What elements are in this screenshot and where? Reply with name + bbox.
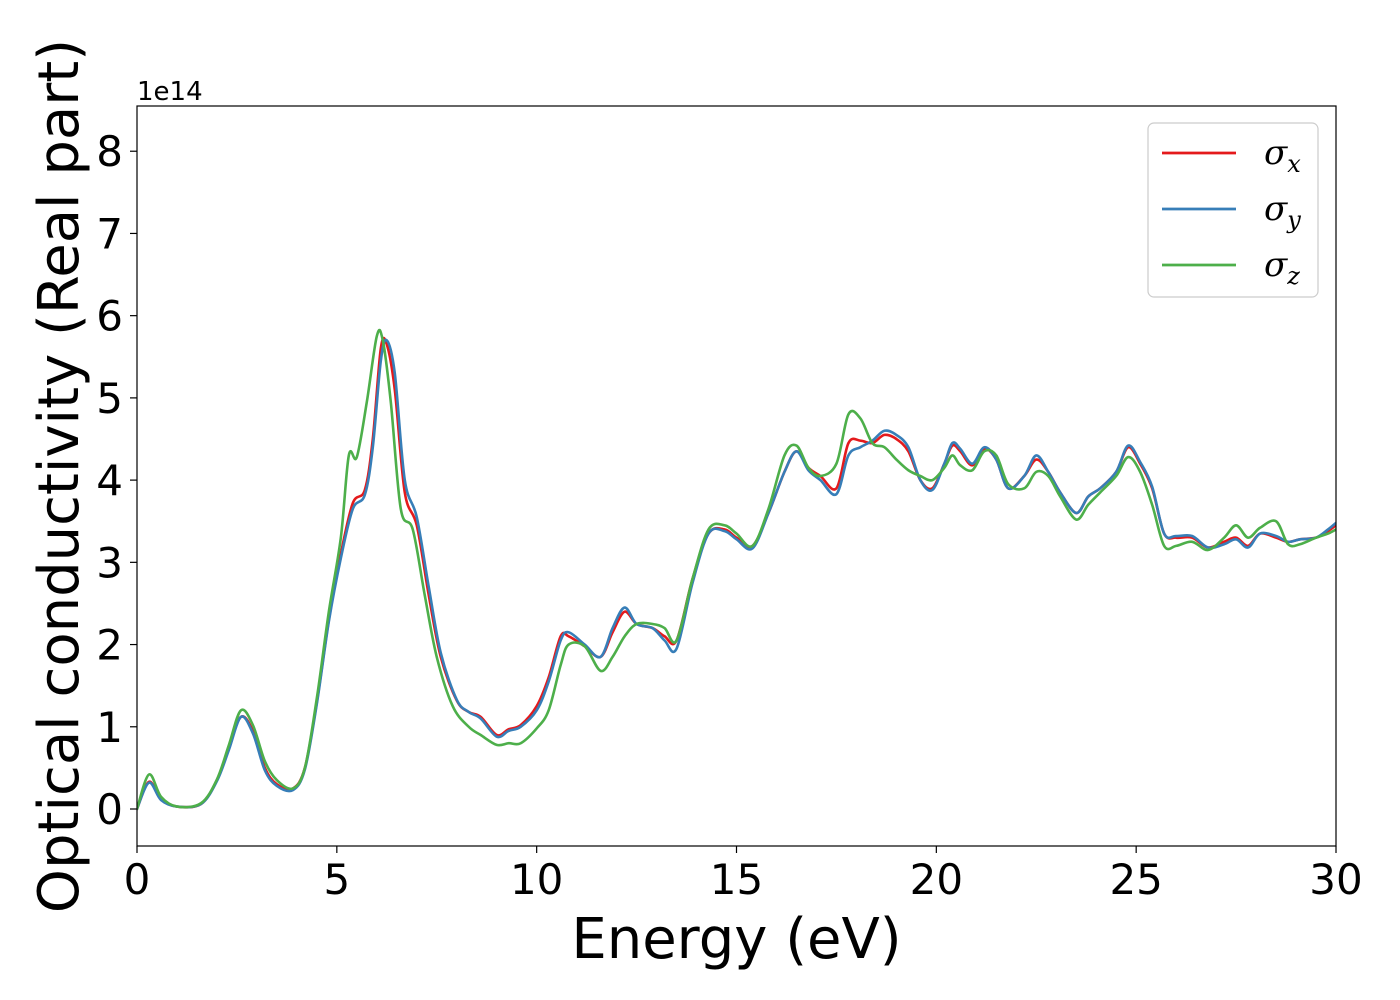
y-tick-label: 3 [96,538,123,587]
legend-label-x: σx [1264,133,1301,178]
x-tick-label: 30 [1309,855,1362,904]
y-tick-label: 6 [96,292,123,341]
y-offset-label: 1e14 [137,77,203,107]
x-tick-label: 5 [323,855,350,904]
y-tick-label: 2 [96,621,123,670]
legend-label-z: σz [1264,245,1300,290]
x-axis-title: Energy (eV) [571,907,901,972]
series-line-z [137,328,1336,811]
x-axis-ticks: 0 5 10 15 20 25 30 [124,846,1363,904]
y-tick-label: 8 [96,127,123,176]
legend: σx σy σz [1147,122,1319,298]
series-line-y [137,338,1336,811]
x-tick-label: 25 [1109,855,1162,904]
y-tick-label: 0 [96,785,123,834]
y-tick-label: 5 [96,374,123,423]
x-tick-label: 0 [124,855,151,904]
y-axis-title: Optical conductivity (Real part) [27,39,92,913]
y-axis-ticks: 0 1 2 3 4 5 6 7 8 [96,127,137,834]
y-tick-label: 7 [96,209,123,258]
x-tick-label: 20 [910,855,963,904]
legend-label-y: σy [1264,189,1301,234]
x-tick-label: 10 [510,855,563,904]
series-layer [137,328,1336,811]
y-tick-label: 1 [96,703,123,752]
x-tick-label: 15 [710,855,763,904]
y-tick-label: 4 [96,456,123,505]
